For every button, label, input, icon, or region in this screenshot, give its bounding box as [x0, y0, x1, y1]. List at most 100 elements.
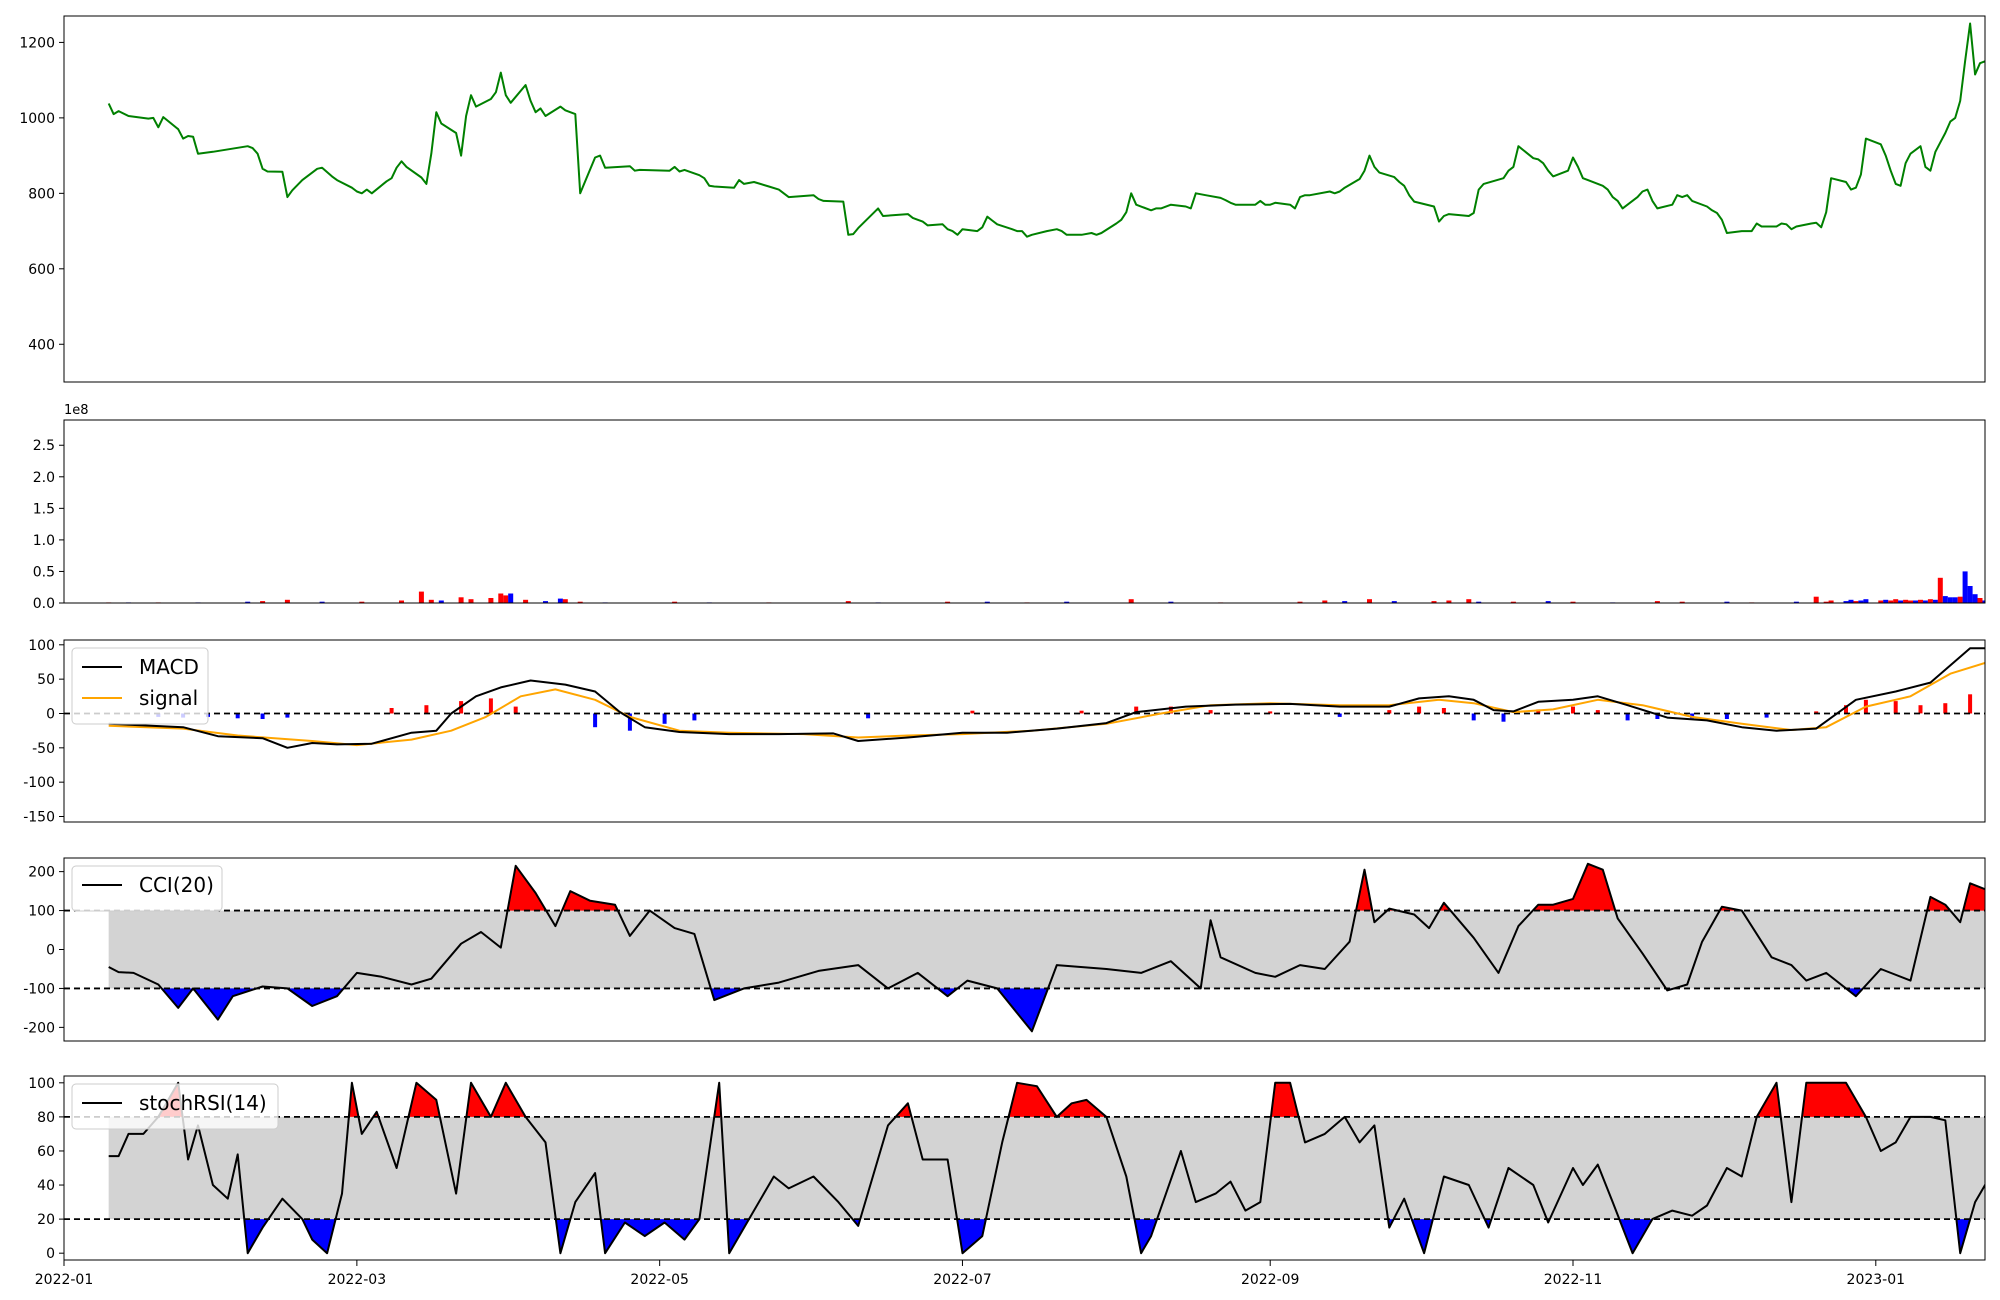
y-tick-label: 0 — [46, 943, 55, 959]
volume-bar — [945, 601, 951, 603]
macd-histogram-bar — [1724, 713, 1729, 719]
volume-bar — [1545, 601, 1551, 603]
y-tick-label: 1200 — [19, 35, 55, 51]
y-tick-label: -200 — [23, 1020, 55, 1036]
y-tick-label: 1.5 — [33, 501, 55, 517]
macd-histogram-bar — [662, 713, 667, 724]
volume-bar — [1927, 599, 1933, 603]
volume-bar — [1793, 601, 1799, 603]
price-plot-area — [107, 22, 1985, 238]
stochrsi-panel-frame — [63, 1075, 1986, 1261]
volume-plot-area — [106, 571, 1985, 603]
fill-above-threshold — [108, 1082, 1985, 1117]
legend-box — [71, 865, 223, 912]
y-tick-label: 0 — [46, 706, 55, 722]
cci-panel-plot-area — [64, 862, 1985, 1033]
macd-histogram-bar — [1079, 710, 1084, 714]
volume-bar — [488, 598, 494, 603]
price-line — [107, 22, 1985, 238]
y-tick-label: 400 — [28, 337, 55, 353]
volume-bar — [1982, 600, 1985, 603]
y-tick-label: 2.0 — [33, 470, 55, 486]
volume-bar — [245, 601, 251, 603]
macd-panel: 100 50 0 -50 -100 -150 MACD signal — [23, 638, 1986, 826]
volume-bar — [845, 601, 851, 603]
macd-histogram-bar — [1337, 713, 1342, 717]
y-tick-label: 100 — [28, 1076, 55, 1092]
volume-bar — [1510, 601, 1516, 603]
y-tick-label: 0 — [46, 1246, 55, 1262]
volume-bar — [1863, 599, 1869, 603]
macd-histogram-bar — [1844, 705, 1848, 714]
volume-panel: 0.0 0.5 1.0 1.5 2.0 2.5 1e8 — [33, 403, 1986, 612]
macd-histogram-bar — [1893, 701, 1898, 714]
x-tick-label: 2022-09 — [1241, 1272, 1300, 1288]
fill-above-threshold — [108, 863, 1985, 911]
volume-bar — [1476, 601, 1482, 603]
macd-histogram-bar — [970, 710, 975, 714]
volume-bar — [359, 601, 365, 603]
y-tick-label: 0.0 — [33, 596, 55, 612]
macd-panel-frame — [63, 639, 1986, 823]
volume-bar — [1322, 600, 1328, 603]
volume-bar — [1972, 594, 1978, 603]
x-tick-label: 2023-01 — [1847, 1272, 1906, 1288]
volume-bar — [1858, 600, 1864, 603]
volume-bar — [1977, 598, 1983, 603]
y-tick-label: -150 — [23, 810, 55, 826]
volume-bar — [1391, 601, 1397, 603]
volume-bar — [523, 599, 529, 603]
y-tick-label: -50 — [32, 741, 55, 757]
volume-bar — [319, 601, 325, 603]
volume-bar — [1947, 597, 1953, 603]
macd-histogram-bar — [1441, 708, 1446, 714]
volume-bar — [543, 601, 548, 603]
volume-bar — [1957, 596, 1963, 603]
stochrsi-panel-plot-area — [64, 1081, 1985, 1255]
volume-bar — [1828, 600, 1834, 603]
volume-bar — [458, 597, 464, 603]
macd-histogram-bar — [1625, 713, 1630, 721]
macd-line — [108, 647, 1985, 749]
volume-bar — [1654, 601, 1660, 603]
volume-multiplier: 1e8 — [64, 403, 89, 418]
x-tick-label: 2022-03 — [328, 1272, 387, 1288]
legend-label: signal — [139, 686, 198, 710]
volume-bar — [1823, 601, 1829, 603]
macd-histogram-bar — [1655, 713, 1660, 719]
volume-bar — [260, 601, 266, 603]
macd-histogram-bar — [1536, 709, 1541, 714]
y-tick-label: 40 — [37, 1178, 55, 1194]
y-tick-label: 1.0 — [33, 533, 55, 549]
signal-line — [108, 661, 1985, 747]
volume-bar — [1942, 596, 1948, 603]
y-tick-label: 1000 — [19, 111, 55, 127]
volume-bar — [1883, 599, 1889, 603]
volume-bar — [418, 591, 424, 603]
volume-bar — [1903, 599, 1909, 603]
volume-bar — [1893, 599, 1899, 603]
volume-bar — [284, 599, 290, 603]
volume-bar — [399, 600, 404, 603]
macd-histogram-bar — [1387, 710, 1392, 714]
y-tick-label: 100 — [28, 904, 55, 920]
y-tick-label: 60 — [37, 1144, 55, 1160]
y-tick-label: 200 — [28, 865, 55, 881]
volume-bar — [468, 599, 474, 603]
macd-histogram-bar — [1814, 711, 1819, 714]
macd-histogram-bar — [424, 705, 429, 714]
volume-bar — [672, 601, 678, 603]
macd-plot-area — [64, 647, 1985, 749]
y-tick-label: 50 — [37, 672, 55, 688]
volume-bar — [1679, 601, 1685, 603]
volume-bar — [577, 601, 583, 603]
volume-bar — [1297, 601, 1303, 603]
oscillator-line — [108, 1081, 1985, 1255]
macd-histogram-bar — [593, 713, 598, 728]
macd-histogram-bar — [260, 713, 265, 719]
macd-histogram-bar — [1764, 713, 1769, 718]
oscillator-line — [108, 862, 1985, 1033]
volume-bar — [1367, 599, 1372, 603]
volume-bar — [1878, 600, 1884, 603]
volume-bar — [1962, 571, 1968, 603]
